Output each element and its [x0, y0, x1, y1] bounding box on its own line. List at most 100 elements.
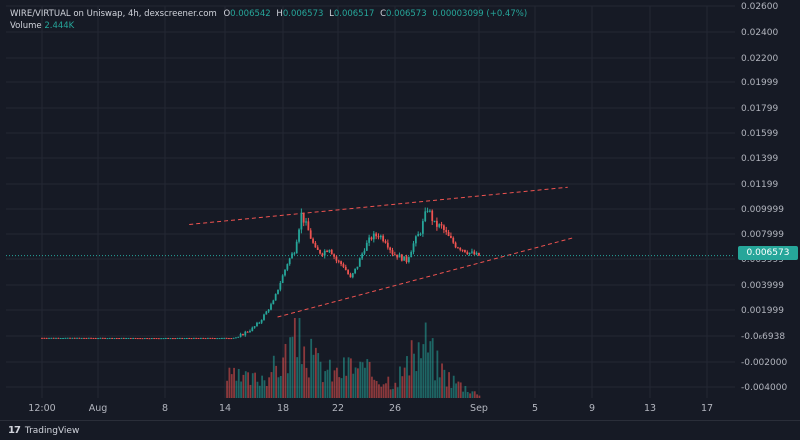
volume-bar [361, 362, 364, 398]
volume-bar [403, 367, 406, 398]
volume-bar [226, 380, 228, 398]
volume-bar [359, 361, 362, 398]
volume-bar [331, 381, 334, 398]
candle-body [195, 337, 198, 339]
candle-body [120, 337, 123, 339]
candle-body [468, 252, 471, 254]
candle-body [136, 338, 139, 340]
candle-body [157, 338, 160, 340]
candle-body [94, 337, 97, 339]
volume-bar [251, 373, 254, 398]
candle-body [237, 336, 240, 338]
candle-body [122, 337, 125, 339]
tradingview-logo[interactable]: 17 TradingView [8, 425, 79, 436]
price-candles [41, 207, 480, 340]
candle-body [417, 233, 420, 237]
volume-bar [282, 357, 285, 398]
candle-body [188, 337, 191, 339]
tradingview-mark-icon: 17 [8, 425, 21, 436]
candle-body [323, 250, 326, 256]
candle-body [274, 293, 277, 301]
candle-body [192, 337, 195, 339]
volume-bar [240, 381, 242, 398]
candle-body [55, 337, 57, 339]
y-tick-label: 0.005999 [741, 255, 784, 265]
candle-body [414, 236, 417, 244]
volume-bar [261, 375, 264, 398]
volume-bar [399, 366, 401, 398]
candle-body [214, 338, 216, 340]
volume-bar [452, 375, 455, 398]
y-tick-label: 0.003999 [741, 281, 784, 291]
candle-body [358, 258, 361, 267]
volume-bar [270, 372, 273, 398]
candle-body [410, 251, 413, 258]
candle-body [457, 247, 459, 249]
candle-body [251, 327, 254, 331]
candle-body [431, 210, 434, 222]
grid [6, 5, 735, 398]
volume-bar [380, 386, 383, 398]
candle-body [295, 241, 298, 254]
candle-body [230, 338, 233, 340]
candle-body [134, 337, 137, 339]
candle-body [69, 337, 71, 339]
volume-bar [310, 338, 313, 398]
volume-bar [345, 375, 348, 398]
x-tick-label: 12:00 [28, 403, 55, 414]
volume-bar [324, 371, 327, 398]
chart-legend: WIRE/VIRTUAL on Uniswap, 4h, dexscreener… [10, 8, 527, 32]
candle-body [129, 337, 132, 339]
candle-body [209, 337, 212, 339]
volume-bar [268, 377, 271, 398]
y-tick-label: -0.002000 [741, 358, 787, 368]
candle-body [216, 338, 219, 340]
volume-bars [226, 318, 481, 398]
volume-bar [394, 382, 397, 398]
candle-body [452, 237, 455, 243]
candle-body [244, 331, 247, 336]
candle-body [207, 337, 209, 339]
candle-body [146, 338, 149, 340]
candle-body [473, 251, 476, 255]
candle-body [300, 212, 303, 230]
volume-bar [459, 382, 462, 398]
candle-body [279, 282, 282, 290]
candle-body [155, 338, 158, 340]
volume-bar [338, 377, 341, 398]
volume-bar [375, 380, 378, 398]
volume-bar [312, 354, 315, 398]
trendlines[interactable] [6, 186, 735, 318]
volume-bar [455, 383, 457, 398]
price-axis[interactable]: 0.02600 0.02400 0.02200 0.01999 0.01799 0.015… [741, 2, 787, 393]
volume-bar [354, 367, 357, 398]
volume-bar [307, 377, 310, 398]
volume-bar [342, 357, 345, 398]
symbol-title[interactable]: WIRE/VIRTUAL on Uniswap, 4h, dexscreener… [10, 9, 217, 19]
candle-body [99, 337, 102, 339]
trendline-upper-channel[interactable] [189, 186, 568, 225]
volume-bar [469, 393, 471, 398]
x-tick-label: 26 [389, 403, 401, 414]
candle-body [211, 337, 214, 339]
volume-bar [258, 385, 261, 398]
volume-bar [242, 374, 245, 398]
candle-body [263, 314, 265, 320]
trendline-lower-channel[interactable] [277, 236, 575, 318]
change-value: 0.00003099 (+0.47%) [432, 9, 528, 19]
candle-body [48, 337, 50, 339]
low-label: L [329, 9, 334, 19]
volume-bar [244, 371, 247, 398]
candle-body [344, 266, 347, 271]
volume-bar [436, 350, 439, 398]
candle-body [398, 254, 401, 258]
time-axis[interactable]: 12:00 Aug 8 14 18 22 26 Sep 5 9 13 17 [28, 403, 713, 414]
candle-body [443, 225, 445, 231]
y-tick-label: 0.009999 [741, 205, 784, 215]
y-tick-label: 0.01799 [741, 104, 778, 114]
candle-body [197, 337, 200, 339]
candle-body [62, 337, 64, 339]
volume-label: Volume [10, 21, 42, 31]
candle-body [118, 338, 121, 340]
